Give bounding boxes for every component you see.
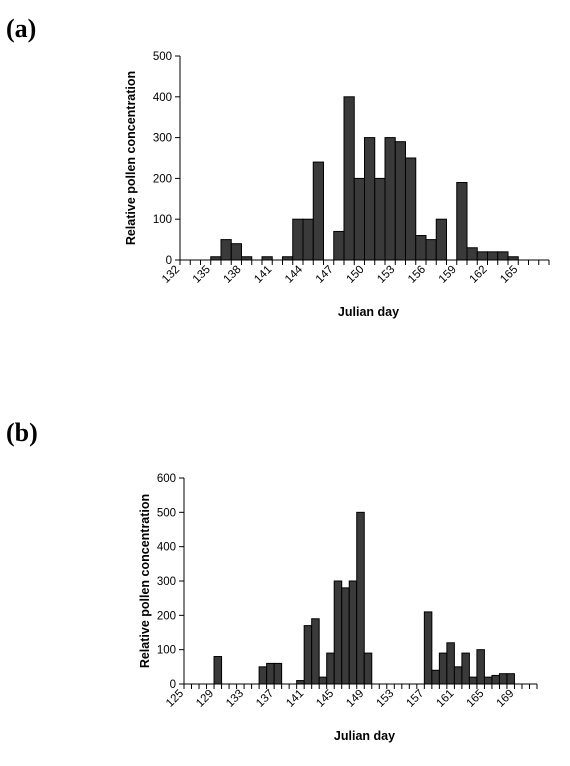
x-tick-label: 153 bbox=[375, 264, 397, 286]
y-tick-label: 400 bbox=[157, 542, 176, 554]
bar bbox=[453, 666, 463, 685]
y-tick-label: 300 bbox=[157, 576, 176, 588]
bar bbox=[476, 251, 488, 261]
x-axis-title: Julian day bbox=[338, 305, 399, 319]
bar bbox=[483, 676, 493, 685]
bar bbox=[425, 239, 437, 261]
bar bbox=[364, 137, 376, 261]
bar bbox=[435, 218, 447, 261]
bar bbox=[230, 243, 242, 261]
x-tick-label: 125 bbox=[164, 688, 186, 710]
bar bbox=[374, 177, 386, 261]
y-tick-label: 0 bbox=[170, 679, 176, 691]
x-tick-label: 165 bbox=[464, 688, 486, 710]
x-tick-label: 137 bbox=[254, 688, 276, 710]
bar bbox=[266, 662, 275, 685]
bar bbox=[476, 649, 485, 685]
y-tick-label: 500 bbox=[153, 51, 172, 63]
bar bbox=[491, 674, 500, 685]
bar bbox=[296, 680, 305, 685]
bar bbox=[303, 625, 313, 685]
bar bbox=[384, 137, 396, 261]
x-tick-label: 156 bbox=[406, 264, 428, 286]
x-tick-label: 141 bbox=[284, 688, 306, 710]
x-tick-label: 169 bbox=[495, 688, 517, 710]
bar bbox=[363, 652, 373, 685]
bar bbox=[506, 673, 515, 685]
bar bbox=[446, 642, 455, 685]
x-tick-label: 162 bbox=[468, 264, 490, 286]
bar bbox=[343, 96, 355, 261]
bar bbox=[487, 251, 499, 261]
x-tick-label: 161 bbox=[434, 688, 456, 710]
y-tick-label: 100 bbox=[153, 214, 172, 226]
x-tick-label: 157 bbox=[404, 688, 426, 710]
x-tick-label: 149 bbox=[344, 688, 366, 710]
y-tick-label: 300 bbox=[153, 133, 172, 145]
x-tick-label: 133 bbox=[224, 688, 246, 710]
y-tick-label: 400 bbox=[153, 92, 172, 104]
bar bbox=[456, 181, 468, 261]
x-tick-label: 159 bbox=[437, 264, 459, 286]
x-tick-label: 138 bbox=[222, 264, 244, 286]
x-tick-label: 144 bbox=[283, 263, 305, 285]
x-tick-label: 132 bbox=[160, 264, 182, 286]
bar bbox=[497, 251, 509, 261]
bar bbox=[311, 618, 320, 685]
bar bbox=[292, 218, 304, 261]
bar bbox=[302, 218, 314, 261]
x-tick-label: 145 bbox=[314, 688, 336, 710]
bar bbox=[461, 652, 470, 685]
y-axis-title: Relative pollen concentration bbox=[124, 71, 138, 245]
bar bbox=[273, 662, 283, 685]
x-axis-title: Julian day bbox=[334, 729, 395, 743]
chart-b: 0 100 200 300 400 500 600 125 129 133 137 141 145 149… bbox=[138, 473, 538, 743]
x-tick-label: 147 bbox=[314, 264, 336, 286]
y-axis-title: Relative pollen concentration bbox=[138, 494, 152, 668]
panel-b-label: (b) bbox=[6, 418, 38, 447]
bar bbox=[438, 652, 448, 685]
y-tick-label: 200 bbox=[157, 610, 176, 622]
bar bbox=[405, 157, 417, 261]
x-tick-label: 150 bbox=[345, 264, 367, 286]
bar bbox=[353, 177, 365, 261]
y-tick-label: 0 bbox=[166, 255, 172, 267]
bar bbox=[333, 580, 343, 685]
bar bbox=[431, 669, 440, 685]
x-tick-label: 165 bbox=[498, 264, 520, 286]
bar bbox=[348, 580, 358, 685]
bar bbox=[326, 652, 335, 685]
bar bbox=[341, 587, 350, 685]
bar bbox=[213, 656, 223, 685]
x-tick-label: 129 bbox=[194, 688, 216, 710]
y-tick-label: 500 bbox=[157, 507, 176, 519]
bar bbox=[498, 673, 508, 685]
x-tick-label: 141 bbox=[252, 264, 274, 286]
x-tick-label: 135 bbox=[191, 264, 213, 286]
panel-a-label: (a) bbox=[6, 14, 37, 43]
bar bbox=[466, 247, 478, 261]
bar bbox=[415, 235, 427, 261]
bar bbox=[220, 239, 232, 261]
y-tick-label: 600 bbox=[157, 473, 176, 485]
bar bbox=[423, 611, 433, 685]
chart-a: 0 100 200 300 400 500 132 135 138 141 144 147 150 153… bbox=[124, 51, 550, 319]
bar bbox=[258, 666, 268, 685]
bar bbox=[468, 676, 478, 685]
y-tick-label: 100 bbox=[157, 645, 176, 657]
bar bbox=[318, 676, 328, 685]
y-tick-label: 200 bbox=[153, 173, 172, 185]
x-tick-label: 153 bbox=[374, 688, 396, 710]
bar bbox=[333, 230, 345, 261]
bar bbox=[394, 141, 406, 261]
bar bbox=[312, 161, 324, 261]
bar bbox=[356, 511, 365, 685]
